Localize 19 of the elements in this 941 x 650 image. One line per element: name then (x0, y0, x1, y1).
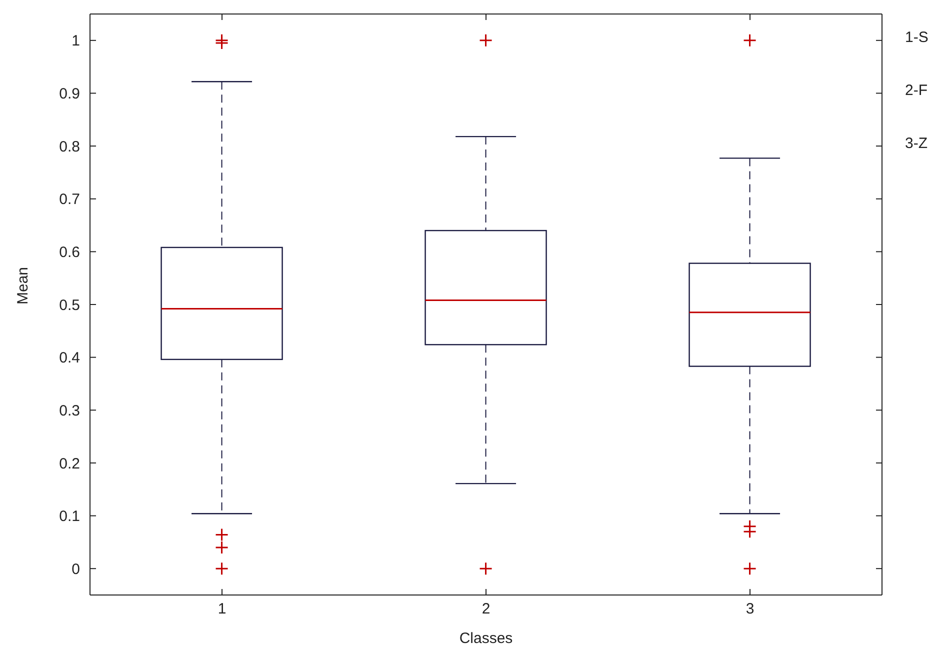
text: 1-S (905, 29, 928, 46)
x-tick-label: 2 (482, 600, 490, 618)
y-tick-label: 0.3 (59, 402, 80, 420)
text: 2-F (905, 82, 928, 100)
y-tick-label: 0.1 (59, 508, 80, 526)
y-tick-label: 0.7 (59, 191, 80, 208)
y-tick-label: 0.9 (59, 86, 80, 103)
x-tick-label: 1 (218, 600, 226, 618)
y-axis-title: Mean (14, 266, 32, 304)
y-tick-label: 0.5 (59, 296, 80, 314)
x-tick-label: 3 (746, 600, 754, 618)
y-tick-label: 0 (72, 560, 80, 578)
y-tick-label: 0.6 (59, 244, 80, 262)
text: 3-Z (905, 135, 928, 152)
y-tick-label: 1 (72, 32, 80, 50)
y-tick-label: 0.2 (59, 455, 80, 472)
y-tick-label: 0.8 (59, 138, 80, 156)
x-axis-title: Classes (459, 630, 513, 647)
y-tick-label: 0.4 (59, 350, 80, 367)
